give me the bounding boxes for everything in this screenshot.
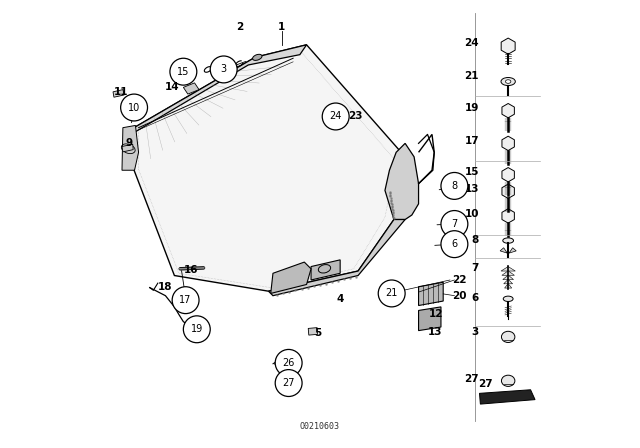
- Text: 17: 17: [179, 295, 192, 305]
- Polygon shape: [501, 267, 515, 271]
- Text: 23: 23: [349, 112, 363, 121]
- Text: 8: 8: [451, 181, 458, 191]
- Polygon shape: [271, 262, 311, 293]
- Text: 19: 19: [465, 103, 479, 113]
- Text: 22: 22: [452, 275, 466, 285]
- Polygon shape: [113, 90, 124, 97]
- Circle shape: [441, 231, 468, 258]
- Text: 27: 27: [282, 378, 295, 388]
- Text: 20: 20: [452, 291, 466, 301]
- Circle shape: [323, 103, 349, 130]
- Text: 13: 13: [465, 184, 479, 194]
- Polygon shape: [269, 220, 405, 296]
- Polygon shape: [338, 116, 348, 125]
- Text: 24: 24: [465, 38, 479, 47]
- Text: 27: 27: [465, 374, 479, 383]
- Polygon shape: [502, 271, 515, 275]
- Text: 21: 21: [465, 71, 479, 81]
- Polygon shape: [419, 307, 441, 331]
- Polygon shape: [134, 45, 405, 291]
- Text: 24: 24: [330, 112, 342, 121]
- Polygon shape: [385, 143, 419, 220]
- Circle shape: [172, 287, 199, 314]
- Text: 2: 2: [236, 22, 243, 32]
- Polygon shape: [385, 290, 396, 299]
- Circle shape: [441, 172, 468, 199]
- Text: O0210603: O0210603: [300, 422, 340, 431]
- Text: 6: 6: [451, 239, 458, 249]
- Circle shape: [210, 56, 237, 83]
- Circle shape: [184, 316, 210, 343]
- Ellipse shape: [253, 54, 262, 60]
- Text: 21: 21: [385, 289, 398, 298]
- Ellipse shape: [501, 78, 515, 86]
- Text: 8: 8: [472, 235, 479, 245]
- Text: 27: 27: [479, 379, 493, 389]
- Polygon shape: [122, 144, 133, 152]
- Text: 15: 15: [465, 168, 479, 177]
- Text: 10: 10: [128, 103, 140, 112]
- Polygon shape: [131, 45, 307, 170]
- Circle shape: [275, 349, 302, 376]
- Text: 15: 15: [177, 67, 189, 77]
- Text: 17: 17: [465, 136, 479, 146]
- Circle shape: [378, 280, 405, 307]
- Text: 7: 7: [472, 263, 479, 273]
- Polygon shape: [122, 125, 139, 170]
- Polygon shape: [504, 280, 513, 284]
- Polygon shape: [500, 248, 508, 253]
- Text: 1: 1: [278, 22, 285, 32]
- Polygon shape: [419, 282, 443, 306]
- Text: 10: 10: [465, 209, 479, 219]
- Ellipse shape: [506, 80, 511, 83]
- Text: 7: 7: [451, 219, 458, 229]
- Circle shape: [441, 211, 468, 237]
- Text: 14: 14: [165, 82, 179, 92]
- Circle shape: [275, 370, 302, 396]
- Text: 3: 3: [472, 327, 479, 337]
- Polygon shape: [311, 260, 340, 280]
- Text: 6: 6: [472, 293, 479, 303]
- Polygon shape: [479, 390, 535, 404]
- Bar: [308, 327, 317, 335]
- Text: 26: 26: [282, 358, 295, 368]
- Ellipse shape: [503, 296, 513, 302]
- Polygon shape: [509, 248, 516, 253]
- Text: 12: 12: [429, 310, 444, 319]
- Polygon shape: [184, 83, 199, 94]
- Ellipse shape: [502, 332, 515, 342]
- Circle shape: [170, 58, 197, 85]
- Text: 18: 18: [158, 282, 173, 292]
- Polygon shape: [504, 284, 512, 288]
- Text: 11: 11: [113, 87, 128, 97]
- Text: 16: 16: [184, 265, 198, 275]
- Text: 13: 13: [428, 327, 442, 336]
- Circle shape: [121, 94, 148, 121]
- Text: 4: 4: [337, 294, 344, 304]
- Polygon shape: [503, 275, 513, 280]
- Text: 5: 5: [314, 328, 321, 338]
- Text: 9: 9: [125, 138, 132, 148]
- Ellipse shape: [502, 375, 515, 386]
- Text: 3: 3: [221, 65, 227, 74]
- Text: 19: 19: [191, 324, 203, 334]
- Ellipse shape: [503, 238, 513, 243]
